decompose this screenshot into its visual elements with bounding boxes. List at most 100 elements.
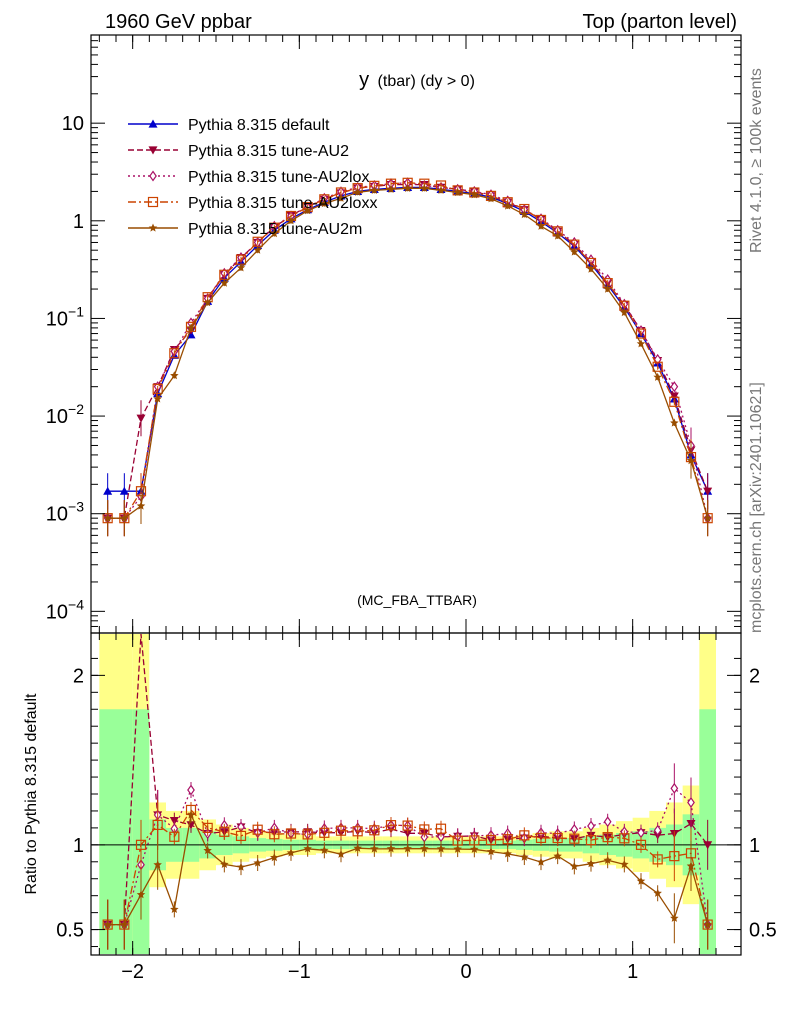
ratio-point bbox=[169, 831, 180, 842]
data-point bbox=[236, 263, 246, 272]
ratio-point bbox=[435, 823, 447, 834]
data-point bbox=[103, 513, 112, 522]
plot-title: y (tbar) (dy > 0) bbox=[359, 69, 475, 91]
ratio-point bbox=[220, 859, 229, 868]
legend-entry-3: Pythia 8.315 tune-AU2loxx bbox=[128, 195, 377, 212]
data-point bbox=[136, 501, 146, 510]
ratio-point bbox=[653, 888, 662, 897]
data-point bbox=[420, 183, 429, 192]
ratio-point bbox=[670, 782, 679, 794]
watermark: (MC_FBA_TTBAR) bbox=[357, 592, 477, 608]
ratio-point bbox=[336, 849, 346, 858]
y-tick-base: 10 bbox=[46, 504, 68, 526]
ratio-point bbox=[585, 835, 597, 846]
legend-marker bbox=[147, 196, 159, 208]
legend-marker bbox=[148, 119, 158, 128]
ratio-point bbox=[152, 819, 163, 831]
legend-marker bbox=[148, 223, 158, 232]
ratio-point bbox=[569, 833, 580, 844]
legend-label: Pythia 8.315 default bbox=[188, 117, 330, 134]
data-point bbox=[703, 487, 713, 496]
plot-title-main: y bbox=[359, 69, 369, 91]
y-tick-base: 10 bbox=[46, 601, 68, 623]
data-point bbox=[170, 371, 179, 380]
data-point bbox=[270, 229, 279, 238]
ratio-series-line bbox=[107, 633, 709, 926]
data-point bbox=[303, 206, 312, 215]
band-green bbox=[99, 709, 116, 954]
legend-entry-0: Pythia 8.315 default bbox=[128, 117, 330, 134]
data-point bbox=[620, 308, 629, 317]
ratio-point bbox=[202, 822, 213, 833]
ratio-point bbox=[270, 853, 279, 862]
legend-entry-1: Pythia 8.315 tune-AU2 bbox=[128, 143, 349, 160]
legend-label: Pythia 8.315 tune-AU2m bbox=[188, 221, 362, 238]
y-ratio-label: 2 bbox=[73, 665, 84, 687]
ratio-point bbox=[352, 826, 363, 837]
x-tick-label: 1 bbox=[627, 961, 638, 983]
data-point bbox=[153, 394, 162, 403]
ratio-point bbox=[286, 848, 296, 857]
ratio-ylabel: Ratio to Pythia 8.315 default bbox=[23, 693, 40, 895]
data-point bbox=[203, 298, 212, 307]
ratio-point bbox=[103, 920, 112, 929]
ratio-series-1 bbox=[103, 633, 713, 950]
plot-title-sub: (tbar) (dy > 0) bbox=[378, 73, 475, 90]
y-tick-base: 10 bbox=[46, 308, 68, 330]
header-left: 1960 GeV ppbar bbox=[105, 11, 252, 33]
ratio-point bbox=[252, 824, 263, 835]
y-tick-label: 10−4 bbox=[46, 596, 84, 623]
ratio-point bbox=[153, 860, 162, 869]
ratio-point bbox=[520, 852, 529, 861]
ratio-point bbox=[553, 851, 562, 860]
legend-label: Pythia 8.315 tune-AU2lox bbox=[188, 169, 369, 186]
y-tick-exp: −3 bbox=[68, 499, 84, 515]
data-point bbox=[669, 392, 679, 401]
y-tick-label: 10−1 bbox=[46, 303, 84, 330]
data-point bbox=[185, 321, 197, 332]
ratio-point bbox=[653, 824, 662, 836]
ratio-point bbox=[203, 846, 212, 855]
ratio-point bbox=[670, 913, 679, 922]
legend-entry-2: Pythia 8.315 tune-AU2lox bbox=[128, 169, 369, 186]
ratio-plot: Ratio to Pythia 8.315 default bbox=[23, 632, 742, 956]
data-point bbox=[653, 372, 662, 381]
legend-label: Pythia 8.315 tune-AU2 bbox=[188, 143, 349, 160]
ratio-point bbox=[436, 844, 446, 853]
y-tick-label: 1 bbox=[73, 211, 84, 233]
ratio-point bbox=[503, 849, 512, 858]
header-right: Top (parton level) bbox=[582, 11, 737, 33]
ratio-point bbox=[303, 844, 312, 853]
data-point bbox=[670, 418, 679, 427]
ratio-point bbox=[285, 828, 297, 839]
y-ratio-label-right: 0.5 bbox=[749, 920, 777, 942]
data-point bbox=[686, 456, 696, 465]
ratio-point bbox=[420, 844, 429, 853]
series-4 bbox=[103, 183, 712, 537]
ratio-point bbox=[586, 859, 596, 868]
y-ratio-label-right: 2 bbox=[749, 665, 760, 687]
ratio-point bbox=[636, 876, 646, 885]
ratio-point bbox=[536, 857, 546, 866]
ratio-point bbox=[619, 833, 630, 844]
ratio-point bbox=[652, 854, 663, 865]
ratio-point bbox=[187, 784, 195, 796]
ratio-point bbox=[135, 839, 147, 850]
ratio-point bbox=[602, 832, 613, 843]
y-tick-exp: −1 bbox=[68, 303, 84, 319]
x-tick-label: −2 bbox=[121, 961, 144, 983]
ratio-point bbox=[587, 820, 595, 832]
data-point bbox=[703, 513, 712, 522]
data-point bbox=[536, 221, 546, 230]
ratio-point bbox=[687, 796, 695, 809]
ratio-point bbox=[136, 890, 146, 899]
ratio-point bbox=[470, 844, 479, 853]
ratio-point bbox=[235, 830, 247, 842]
data-point bbox=[320, 199, 329, 208]
ratio-point bbox=[486, 847, 496, 856]
data-point bbox=[353, 187, 362, 196]
ratio-point bbox=[402, 820, 413, 831]
ratio-point bbox=[385, 820, 397, 831]
data-point bbox=[370, 185, 379, 194]
